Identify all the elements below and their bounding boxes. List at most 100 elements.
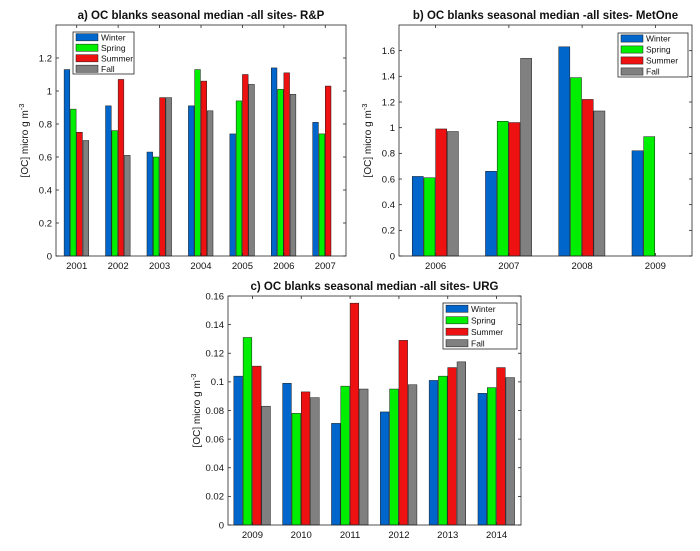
bar-summer-2014 — [496, 367, 506, 526]
bar-winter-2004 — [188, 105, 195, 257]
bar-spring-2012 — [389, 388, 399, 526]
bar-winter-2006 — [271, 67, 278, 257]
legend-swatch-winter — [445, 304, 469, 313]
axes-box — [398, 24, 693, 257]
chart-panel-2: 0 0.2 0.4 0.6 0.8 1 1.2 1.4 1.6 2006 2007 2008 2009 b… — [360, 10, 693, 272]
bar-spring-2006 — [277, 89, 284, 257]
bar-winter-2011 — [331, 423, 341, 526]
bar-fall-2001 — [82, 140, 89, 257]
bar-spring-2001 — [70, 108, 77, 257]
bar-spring-2009 — [242, 337, 253, 526]
y-tick-label: 0.08 — [206, 406, 225, 417]
legend-label-spring: Spring — [646, 45, 671, 55]
x-tick-label: 2010 — [291, 530, 312, 541]
y-tick-label: 1 — [47, 86, 52, 97]
bar-winter-2009 — [233, 375, 243, 526]
legend-swatch-summer — [620, 56, 644, 65]
y-tick-label: 0 — [219, 520, 224, 531]
bar-winter-2012 — [380, 411, 390, 526]
bar-summer-2013 — [447, 367, 457, 526]
x-tick-label: 2006 — [425, 261, 446, 272]
legend-swatch-winter — [75, 33, 99, 42]
bar-fall-2012 — [407, 384, 418, 526]
y-tick-label: 0.06 — [206, 434, 225, 445]
bar-fall-2010 — [310, 397, 320, 526]
chart-title: a) OC blanks seasonal median -all sites-… — [78, 10, 325, 22]
y-tick-label: 0 — [47, 251, 52, 262]
x-tick-label: 2009 — [645, 261, 666, 272]
bar-summer-2006 — [435, 128, 447, 257]
x-tick-label: 2007 — [315, 261, 336, 272]
legend-label-fall: Fall — [471, 338, 485, 348]
bar-winter-2010 — [282, 383, 292, 526]
bar-fall-2006 — [289, 94, 297, 257]
y-tick-label: 0 — [390, 251, 395, 262]
x-tick-label: 2014 — [486, 530, 507, 541]
bar-summer-2001 — [76, 132, 83, 257]
legend-label-summer: Summer — [471, 327, 503, 337]
legend-swatch-winter — [620, 34, 644, 43]
bar-spring-2003 — [153, 156, 160, 257]
legend-label-spring: Spring — [101, 43, 126, 53]
legend-label-winter: Winter — [101, 32, 126, 42]
y-tick-label: 0.4 — [382, 200, 395, 211]
x-tick-label: 2009 — [242, 530, 263, 541]
y-tick-label: 1 — [390, 123, 395, 134]
bar-spring-2006 — [423, 177, 436, 257]
x-tick-label: 2001 — [66, 261, 87, 272]
y-tick-label: 0.8 — [382, 149, 395, 160]
y-tick-label: 0.6 — [39, 152, 52, 163]
legend-swatch-summer — [75, 54, 99, 63]
legend-swatch-spring — [445, 316, 469, 325]
bar-fall-2005 — [248, 84, 255, 257]
legend-label-fall: Fall — [646, 67, 660, 77]
bar-spring-2011 — [340, 385, 350, 526]
bar-summer-2007 — [325, 85, 332, 257]
legend-label-winter: Winter — [471, 304, 496, 314]
bar-fall-2011 — [359, 388, 369, 526]
y-tick-label: 0.8 — [39, 119, 52, 130]
y-tick-label: 0.14 — [206, 320, 225, 331]
bar-summer-2011 — [349, 302, 360, 526]
legend-label-fall: Fall — [101, 64, 115, 74]
bar-spring-2007 — [318, 133, 325, 257]
y-axis-label: [OC] micro g m-3 — [360, 104, 374, 178]
legend-swatch-fall — [75, 64, 99, 73]
bar-winter-2008 — [558, 46, 571, 257]
y-tick-label: 1.4 — [382, 72, 395, 83]
legend-label-winter: Winter — [646, 34, 671, 44]
bar-summer-2003 — [159, 97, 166, 257]
y-tick-label: 0.2 — [39, 218, 52, 229]
y-tick-label: 0.04 — [206, 463, 225, 474]
bar-summer-2007 — [508, 122, 521, 257]
bar-winter-2003 — [146, 151, 153, 257]
bar-summer-2010 — [301, 391, 311, 526]
x-tick-label: 2007 — [498, 261, 519, 272]
y-tick-label: 0.6 — [382, 174, 395, 185]
x-tick-label: 2011 — [340, 530, 360, 541]
y-tick-label: 1.6 — [382, 46, 395, 57]
x-tick-label: 2013 — [437, 530, 458, 541]
y-tick-label: 0.12 — [206, 349, 225, 360]
legend-label-summer: Summer — [646, 56, 678, 66]
legend-swatch-summer — [445, 327, 469, 336]
bar-summer-2008 — [581, 99, 594, 257]
bar-spring-2007 — [496, 121, 509, 257]
bar-fall-2014 — [505, 377, 515, 526]
bar-summer-2006 — [283, 72, 290, 257]
bar-spring-2005 — [235, 100, 243, 257]
x-tick-label: 2002 — [108, 261, 129, 272]
bar-spring-2002 — [111, 130, 118, 257]
legend-swatch-fall — [620, 67, 644, 76]
bar-spring-2014 — [487, 387, 497, 526]
chart-panel-1: 0 0.2 0.4 0.6 0.8 1 1.2 2001 2002 2003 2004 2005 200… — [17, 10, 347, 272]
legend-swatch-spring — [620, 45, 644, 54]
bar-winter-2014 — [477, 393, 487, 526]
bar-spring-2004 — [194, 69, 201, 257]
bar-spring-2013 — [438, 375, 448, 526]
bar-winter-2001 — [63, 69, 71, 257]
